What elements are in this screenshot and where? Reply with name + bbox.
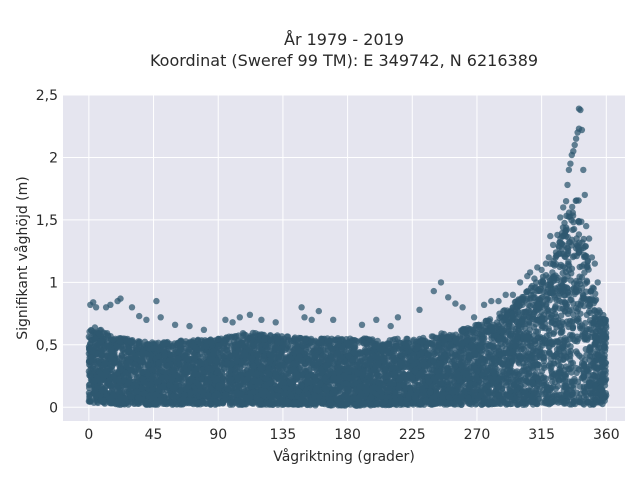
data-point (411, 380, 419, 387)
data-point (450, 344, 457, 352)
data-point (566, 356, 574, 363)
data-point (445, 369, 452, 376)
data-point (575, 219, 583, 226)
data-point (583, 311, 590, 318)
data-points (85, 105, 610, 409)
data-point (541, 362, 548, 369)
data-point (570, 225, 578, 233)
data-point (569, 203, 576, 211)
data-point (567, 343, 574, 350)
chart-subtitle: Koordinat (Sweref 99 TM): E 349742, N 62… (150, 51, 538, 70)
data-point (564, 233, 571, 241)
data-point (544, 387, 551, 394)
chart-title: År 1979 - 2019 (284, 30, 404, 49)
data-point (559, 263, 567, 270)
data-point (557, 312, 565, 319)
data-point (552, 249, 560, 256)
data-point (552, 385, 559, 392)
data-point (535, 395, 543, 402)
data-point (565, 258, 572, 265)
